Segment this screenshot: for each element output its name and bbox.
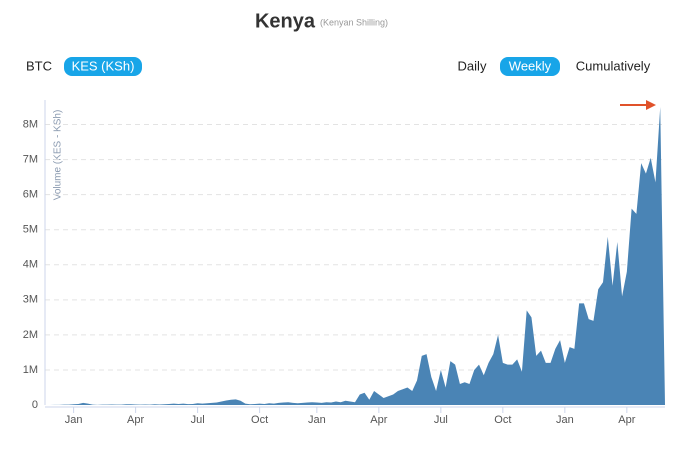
y-tick-label: 7M xyxy=(23,154,38,166)
button[interactable]: Daily xyxy=(458,58,487,73)
button[interactable]: BTC xyxy=(26,58,52,73)
x-tick-label: Apr xyxy=(127,414,144,426)
y-axis-label: Volume (KES - KSh) xyxy=(53,110,64,201)
controls: BTC KES (KSh) Daily Weekly Cumulatively xyxy=(26,57,651,76)
x-tick-label: Jan xyxy=(556,414,574,426)
y-tick-label: 0 xyxy=(32,399,38,411)
x-tick-label: Oct xyxy=(251,414,268,426)
area xyxy=(45,107,665,405)
y-tick-label: 4M xyxy=(23,259,38,271)
chart-subtitle: (Kenyan Shilling) xyxy=(320,17,388,27)
button-bg[interactable] xyxy=(500,57,560,76)
y-tick-label: 5M xyxy=(23,224,38,236)
button[interactable]: Weekly xyxy=(509,58,552,73)
button-bg[interactable] xyxy=(64,57,142,76)
x-tick-label: Jul xyxy=(434,414,448,426)
x-tick-label: Jul xyxy=(191,414,205,426)
y-tick-label: 6M xyxy=(23,189,38,201)
x-tick-label: Jan xyxy=(308,414,326,426)
chart-title: Kenya xyxy=(255,10,316,32)
y-tick-label: 2M xyxy=(23,329,38,341)
y-tick-label: 3M xyxy=(23,294,38,306)
y-tick-label: 1M xyxy=(23,364,38,376)
x-tick-label: Apr xyxy=(370,414,387,426)
button[interactable]: Cumulatively xyxy=(576,58,651,73)
arrow xyxy=(620,100,656,110)
x-tick-label: Oct xyxy=(494,414,511,426)
button[interactable]: KES (KSh) xyxy=(72,58,135,73)
y-tick-label: 8M xyxy=(23,118,38,130)
x-tick-label: Jan xyxy=(65,414,83,426)
x-tick-label: Apr xyxy=(618,414,635,426)
